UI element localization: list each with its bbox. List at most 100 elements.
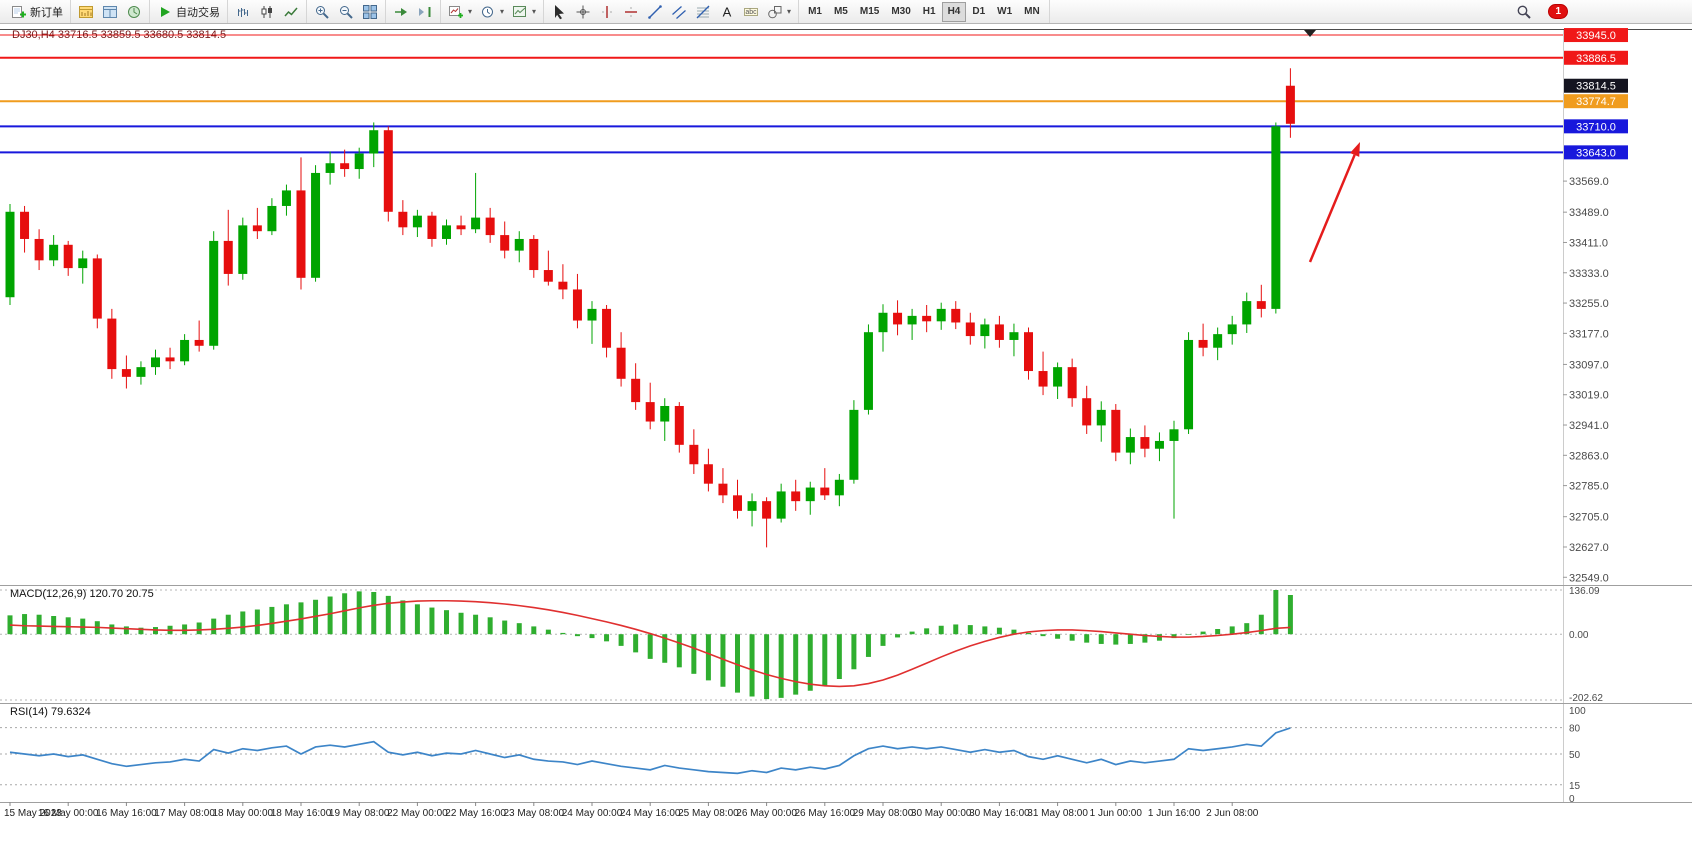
hline-objects[interactable] bbox=[0, 34, 1563, 154]
time-tick-label: 18 May 00:00 bbox=[212, 808, 273, 819]
line-chart-button[interactable] bbox=[279, 2, 303, 22]
candle-body bbox=[660, 405, 670, 422]
price-label-text: 33814.5 bbox=[1576, 81, 1616, 93]
candle-body bbox=[994, 324, 1004, 340]
candle-body bbox=[1154, 440, 1164, 449]
time-tick-label: 2 Jun 08:00 bbox=[1206, 808, 1259, 819]
candle-body bbox=[383, 130, 393, 212]
timeframe-mn[interactable]: MN bbox=[1018, 2, 1046, 22]
timeframe-h4[interactable]: H4 bbox=[941, 1, 967, 22]
candle-body bbox=[1169, 429, 1179, 441]
timeframe-h1[interactable]: H1 bbox=[917, 2, 942, 22]
timeframe-m5[interactable]: M5 bbox=[828, 2, 854, 22]
price-label bbox=[1564, 78, 1628, 93]
tile-windows-button[interactable] bbox=[358, 2, 382, 22]
zoom-out-button[interactable] bbox=[334, 2, 358, 22]
data-window-icon bbox=[102, 4, 118, 20]
candle-body bbox=[587, 308, 597, 321]
candle-body bbox=[1271, 126, 1281, 309]
macd-panel: 136.09 0.00 -202.62 bbox=[0, 586, 1603, 704]
timeframe-d1[interactable]: D1 bbox=[966, 2, 991, 22]
chart-canvas[interactable]: 33569.0 33489.0 33411.0 33333.0 33255.0 33177… bbox=[0, 24, 1692, 864]
candle-body bbox=[49, 244, 59, 261]
crosshair-icon bbox=[575, 4, 591, 20]
time-tick-label: 19 May 08:00 bbox=[329, 808, 390, 819]
auto-scroll-icon bbox=[393, 4, 409, 20]
text-button[interactable]: A bbox=[715, 2, 739, 22]
price-tick-label: 32863.0 bbox=[1569, 450, 1609, 462]
chart-background[interactable] bbox=[0, 24, 1692, 864]
candle-body bbox=[1009, 332, 1019, 340]
chart-region: 33569.0 33489.0 33411.0 33333.0 33255.0 33177… bbox=[0, 24, 1692, 864]
vertical-line-button[interactable] bbox=[595, 2, 619, 22]
channel-button[interactable] bbox=[667, 2, 691, 22]
notification-badge[interactable]: 1 bbox=[1548, 4, 1568, 19]
fibonacci-button[interactable] bbox=[691, 2, 715, 22]
macd-tick-label: 0.00 bbox=[1569, 630, 1589, 641]
new-chart-dropdown[interactable]: ▾ bbox=[444, 2, 476, 22]
macd-tick-label: 136.09 bbox=[1569, 586, 1600, 597]
candle-body bbox=[820, 487, 830, 496]
rsi-indicator-label: RSI(14) 79.6324 bbox=[10, 706, 91, 718]
time-tick-label: 29 May 08:00 bbox=[853, 808, 914, 819]
data-window-button[interactable] bbox=[98, 2, 122, 22]
candle-body bbox=[1125, 437, 1135, 453]
timeframe-m15[interactable]: M15 bbox=[854, 2, 885, 22]
label-button[interactable]: abc bbox=[739, 2, 763, 22]
shapes-dropdown[interactable]: ▾ bbox=[763, 2, 795, 22]
trendline-button[interactable] bbox=[643, 2, 667, 22]
zoom-in-button[interactable] bbox=[310, 2, 334, 22]
arrow-annotation[interactable] bbox=[1308, 142, 1360, 263]
search-button[interactable] bbox=[1512, 2, 1536, 22]
price-axis[interactable]: 33569.0 33489.0 33411.0 33333.0 33255.0 33177… bbox=[1563, 28, 1628, 584]
price-tick-label: 33489.0 bbox=[1569, 207, 1609, 219]
candlestick-button[interactable] bbox=[255, 2, 279, 22]
time-tick-label: 25 May 08:00 bbox=[678, 808, 739, 819]
candle-body bbox=[951, 308, 961, 323]
timeframe-w1[interactable]: W1 bbox=[991, 2, 1018, 22]
candle-body bbox=[238, 225, 248, 274]
rsi-tick-label: 0 bbox=[1569, 794, 1575, 805]
bar-chart-button[interactable] bbox=[231, 2, 255, 22]
chart-title: DJ30,H4 33716.5 33859.5 33680.5 33814.5 bbox=[12, 29, 227, 41]
candle-body bbox=[965, 322, 975, 337]
timeframe-group: M1 M5 M15 M30 H1 H4 D1 W1 MN bbox=[799, 0, 1050, 23]
new-order-button[interactable]: 新订单 bbox=[7, 2, 67, 22]
candle-body bbox=[63, 244, 73, 269]
auto-scroll-button[interactable] bbox=[389, 2, 413, 22]
candle-body bbox=[5, 211, 15, 298]
zoom-out-icon bbox=[338, 4, 354, 20]
autotrading-button-label: 自动交易 bbox=[176, 6, 220, 19]
chevron-down-icon: ▾ bbox=[500, 7, 505, 16]
timeframe-m30[interactable]: M30 bbox=[885, 2, 916, 22]
navigator-button[interactable] bbox=[122, 2, 146, 22]
chart-shift-button[interactable] bbox=[413, 2, 437, 22]
template-dropdown[interactable]: ▾ bbox=[508, 2, 540, 22]
candle-body bbox=[805, 487, 815, 502]
time-tick-label: 17 May 08:00 bbox=[154, 808, 215, 819]
new-order-button-label: 新订单 bbox=[30, 6, 63, 19]
time-tick-label: 24 May 16:00 bbox=[620, 808, 681, 819]
time-tick-label: 26 May 00:00 bbox=[736, 808, 797, 819]
price-tick-label: 32705.0 bbox=[1569, 512, 1609, 524]
candle-body bbox=[776, 491, 786, 519]
candle-body bbox=[92, 258, 102, 319]
time-tick-label: 1 Jun 00:00 bbox=[1090, 808, 1143, 819]
cursor-button[interactable] bbox=[547, 2, 571, 22]
market-watch-button[interactable] bbox=[74, 2, 98, 22]
candle-body bbox=[703, 464, 713, 484]
time-tick-label: 15 May 2023 bbox=[4, 808, 62, 819]
candle-body bbox=[747, 501, 757, 511]
rsi-tick-label: 80 bbox=[1569, 724, 1581, 735]
autotrading-button[interactable]: 自动交易 bbox=[153, 2, 224, 22]
crosshair-button[interactable] bbox=[571, 2, 595, 22]
channel-icon bbox=[671, 4, 687, 20]
price-label bbox=[1564, 145, 1628, 160]
horizontal-line-button[interactable] bbox=[619, 2, 643, 22]
timeframe-m1[interactable]: M1 bbox=[802, 2, 828, 22]
new-chart-icon bbox=[448, 4, 464, 20]
period-dropdown[interactable]: ▾ bbox=[476, 2, 508, 22]
candle-body bbox=[267, 205, 277, 232]
